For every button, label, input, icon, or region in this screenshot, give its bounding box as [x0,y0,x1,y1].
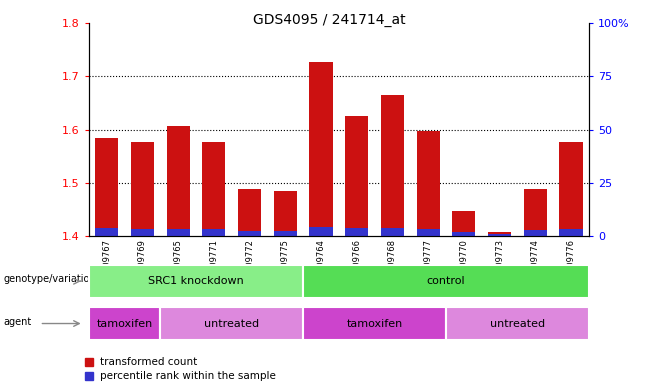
Text: control: control [427,276,465,286]
Bar [345,116,368,236]
Bar [202,229,226,236]
Bar [381,228,404,236]
Text: GDS4095 / 241714_at: GDS4095 / 241714_at [253,13,405,27]
Bar [95,137,118,236]
Text: tamoxifen: tamoxifen [347,318,403,329]
Bar [131,229,154,236]
Bar [166,126,190,236]
Bar [274,232,297,236]
Bar [381,95,404,236]
Text: tamoxifen: tamoxifen [97,318,153,329]
Text: SRC1 knockdown: SRC1 knockdown [148,276,244,286]
Text: untreated: untreated [490,318,545,329]
Bar [238,231,261,236]
Bar [417,131,440,236]
Text: untreated: untreated [204,318,259,329]
Bar [559,229,582,236]
Bar [488,232,511,236]
Bar [559,142,582,236]
Bar [452,232,476,236]
Bar [309,63,332,236]
Text: agent: agent [3,316,32,327]
Text: percentile rank within the sample: percentile rank within the sample [100,371,276,381]
Bar [202,142,226,236]
Bar [309,227,332,236]
Bar [166,229,190,236]
Bar [238,189,261,236]
Bar [345,228,368,236]
Bar [274,191,297,236]
Bar [488,234,511,236]
Text: transformed count: transformed count [100,357,197,367]
Bar [524,189,547,236]
Bar [95,228,118,236]
Bar [524,230,547,236]
Bar [417,229,440,236]
Text: genotype/variation: genotype/variation [3,274,96,285]
Bar [452,210,476,236]
Bar [131,142,154,236]
